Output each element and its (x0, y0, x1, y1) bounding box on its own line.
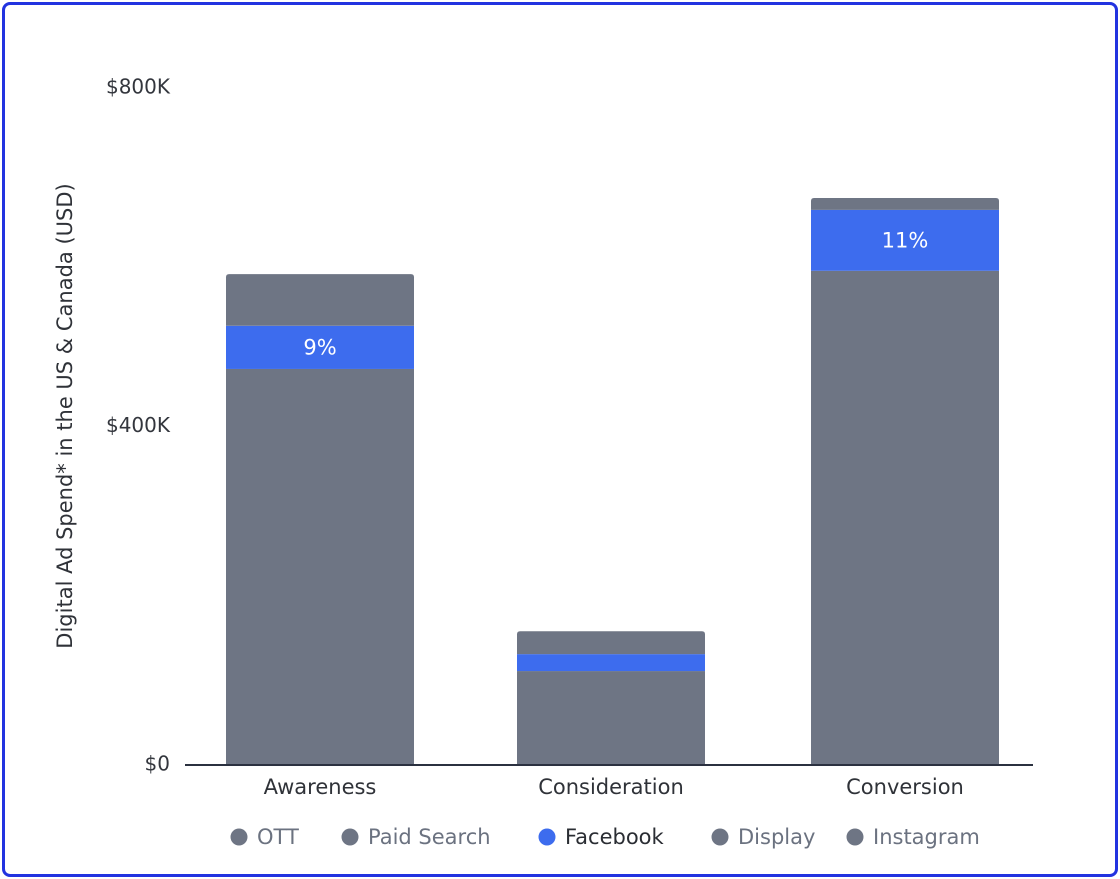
legend-item-facebook[interactable]: Facebook (538, 825, 665, 849)
bar-segment-paid-search-awareness (226, 368, 414, 765)
legend-label: Facebook (565, 825, 665, 849)
bar-stack-awareness: 9% (226, 274, 414, 765)
bar-segment-paid-search-conversion (811, 270, 999, 765)
bar-stack-conversion: 11% (811, 198, 999, 765)
legend-marker (230, 828, 248, 846)
segment-data-label: 9% (303, 335, 336, 359)
segment-data-label: 11% (882, 228, 929, 252)
legend-item-paid-search[interactable]: Paid Search (341, 825, 491, 849)
y-tick-label: $0 (145, 752, 170, 776)
y-axis-label: Digital Ad Spend* in the US & Canada (US… (53, 183, 77, 648)
legend-marker (846, 828, 864, 846)
bar-stack-consideration (517, 631, 705, 765)
legend-label: OTT (257, 825, 299, 849)
bar-segment-facebook-consideration (517, 654, 705, 672)
legend-marker (341, 828, 359, 846)
bars-group: 9% 11% (226, 198, 999, 765)
legend-item-instagram[interactable]: Instagram (846, 825, 980, 849)
legend-label: Instagram (873, 825, 980, 849)
bar-segment-instagram-awareness (226, 274, 414, 326)
x-category-label: Conversion (846, 775, 964, 799)
bar-segment-instagram-consideration (517, 631, 705, 655)
legend: OTT Paid Search Facebook Display Instagram (230, 825, 980, 849)
bar-segment-facebook-awareness (226, 325, 414, 369)
y-tick-label: $400K (106, 413, 171, 437)
bar-segment-facebook-conversion (811, 209, 999, 271)
x-category-label: Awareness (264, 775, 377, 799)
legend-item-ott[interactable]: OTT (230, 825, 299, 849)
bar-segment-paid-search-consideration (517, 671, 705, 765)
x-axis-categories: Awareness Consideration Conversion (264, 775, 964, 799)
legend-item-display[interactable]: Display (711, 825, 816, 849)
bar-segment-instagram-conversion (811, 198, 999, 210)
y-axis-ticks: $0 $400K $800K (106, 75, 171, 776)
x-category-label: Consideration (538, 775, 684, 799)
legend-marker (711, 828, 729, 846)
legend-label: Display (738, 825, 815, 849)
y-tick-label: $800K (106, 75, 171, 99)
legend-label: Paid Search (368, 825, 491, 849)
legend-marker (538, 828, 556, 846)
